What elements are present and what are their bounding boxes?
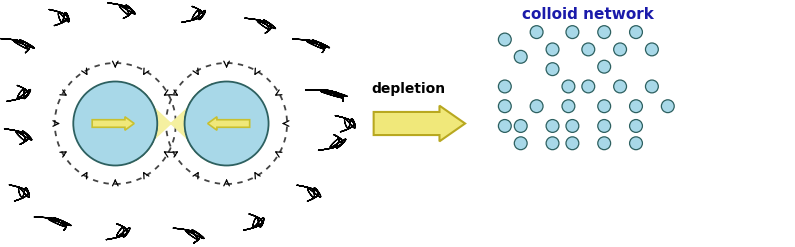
Ellipse shape xyxy=(562,80,575,93)
Ellipse shape xyxy=(598,26,611,39)
Ellipse shape xyxy=(630,100,642,113)
Ellipse shape xyxy=(630,120,642,132)
Ellipse shape xyxy=(498,100,511,113)
Ellipse shape xyxy=(184,82,269,165)
Ellipse shape xyxy=(546,137,559,150)
Ellipse shape xyxy=(566,26,579,39)
Text: colloid network: colloid network xyxy=(522,7,654,22)
Ellipse shape xyxy=(661,100,674,113)
Ellipse shape xyxy=(498,120,511,132)
Ellipse shape xyxy=(514,120,527,132)
Text: depletion: depletion xyxy=(371,82,445,96)
Ellipse shape xyxy=(614,43,626,56)
Ellipse shape xyxy=(530,100,543,113)
Ellipse shape xyxy=(546,120,559,132)
Ellipse shape xyxy=(514,50,527,63)
Ellipse shape xyxy=(546,43,559,56)
Ellipse shape xyxy=(566,137,579,150)
Ellipse shape xyxy=(514,137,527,150)
Ellipse shape xyxy=(530,26,543,39)
Ellipse shape xyxy=(646,80,658,93)
Ellipse shape xyxy=(598,100,611,113)
Ellipse shape xyxy=(598,137,611,150)
Ellipse shape xyxy=(498,33,511,46)
Ellipse shape xyxy=(598,60,611,73)
Ellipse shape xyxy=(582,80,595,93)
Ellipse shape xyxy=(546,63,559,76)
FancyArrow shape xyxy=(374,106,465,141)
Ellipse shape xyxy=(562,100,575,113)
Ellipse shape xyxy=(582,43,595,56)
Ellipse shape xyxy=(614,80,626,93)
Ellipse shape xyxy=(598,120,611,132)
Ellipse shape xyxy=(630,137,642,150)
FancyArrow shape xyxy=(207,117,250,130)
Ellipse shape xyxy=(646,43,658,56)
Ellipse shape xyxy=(630,26,642,39)
FancyArrow shape xyxy=(92,117,134,130)
Ellipse shape xyxy=(566,120,579,132)
Ellipse shape xyxy=(73,82,157,165)
Ellipse shape xyxy=(498,80,511,93)
Polygon shape xyxy=(128,83,214,164)
